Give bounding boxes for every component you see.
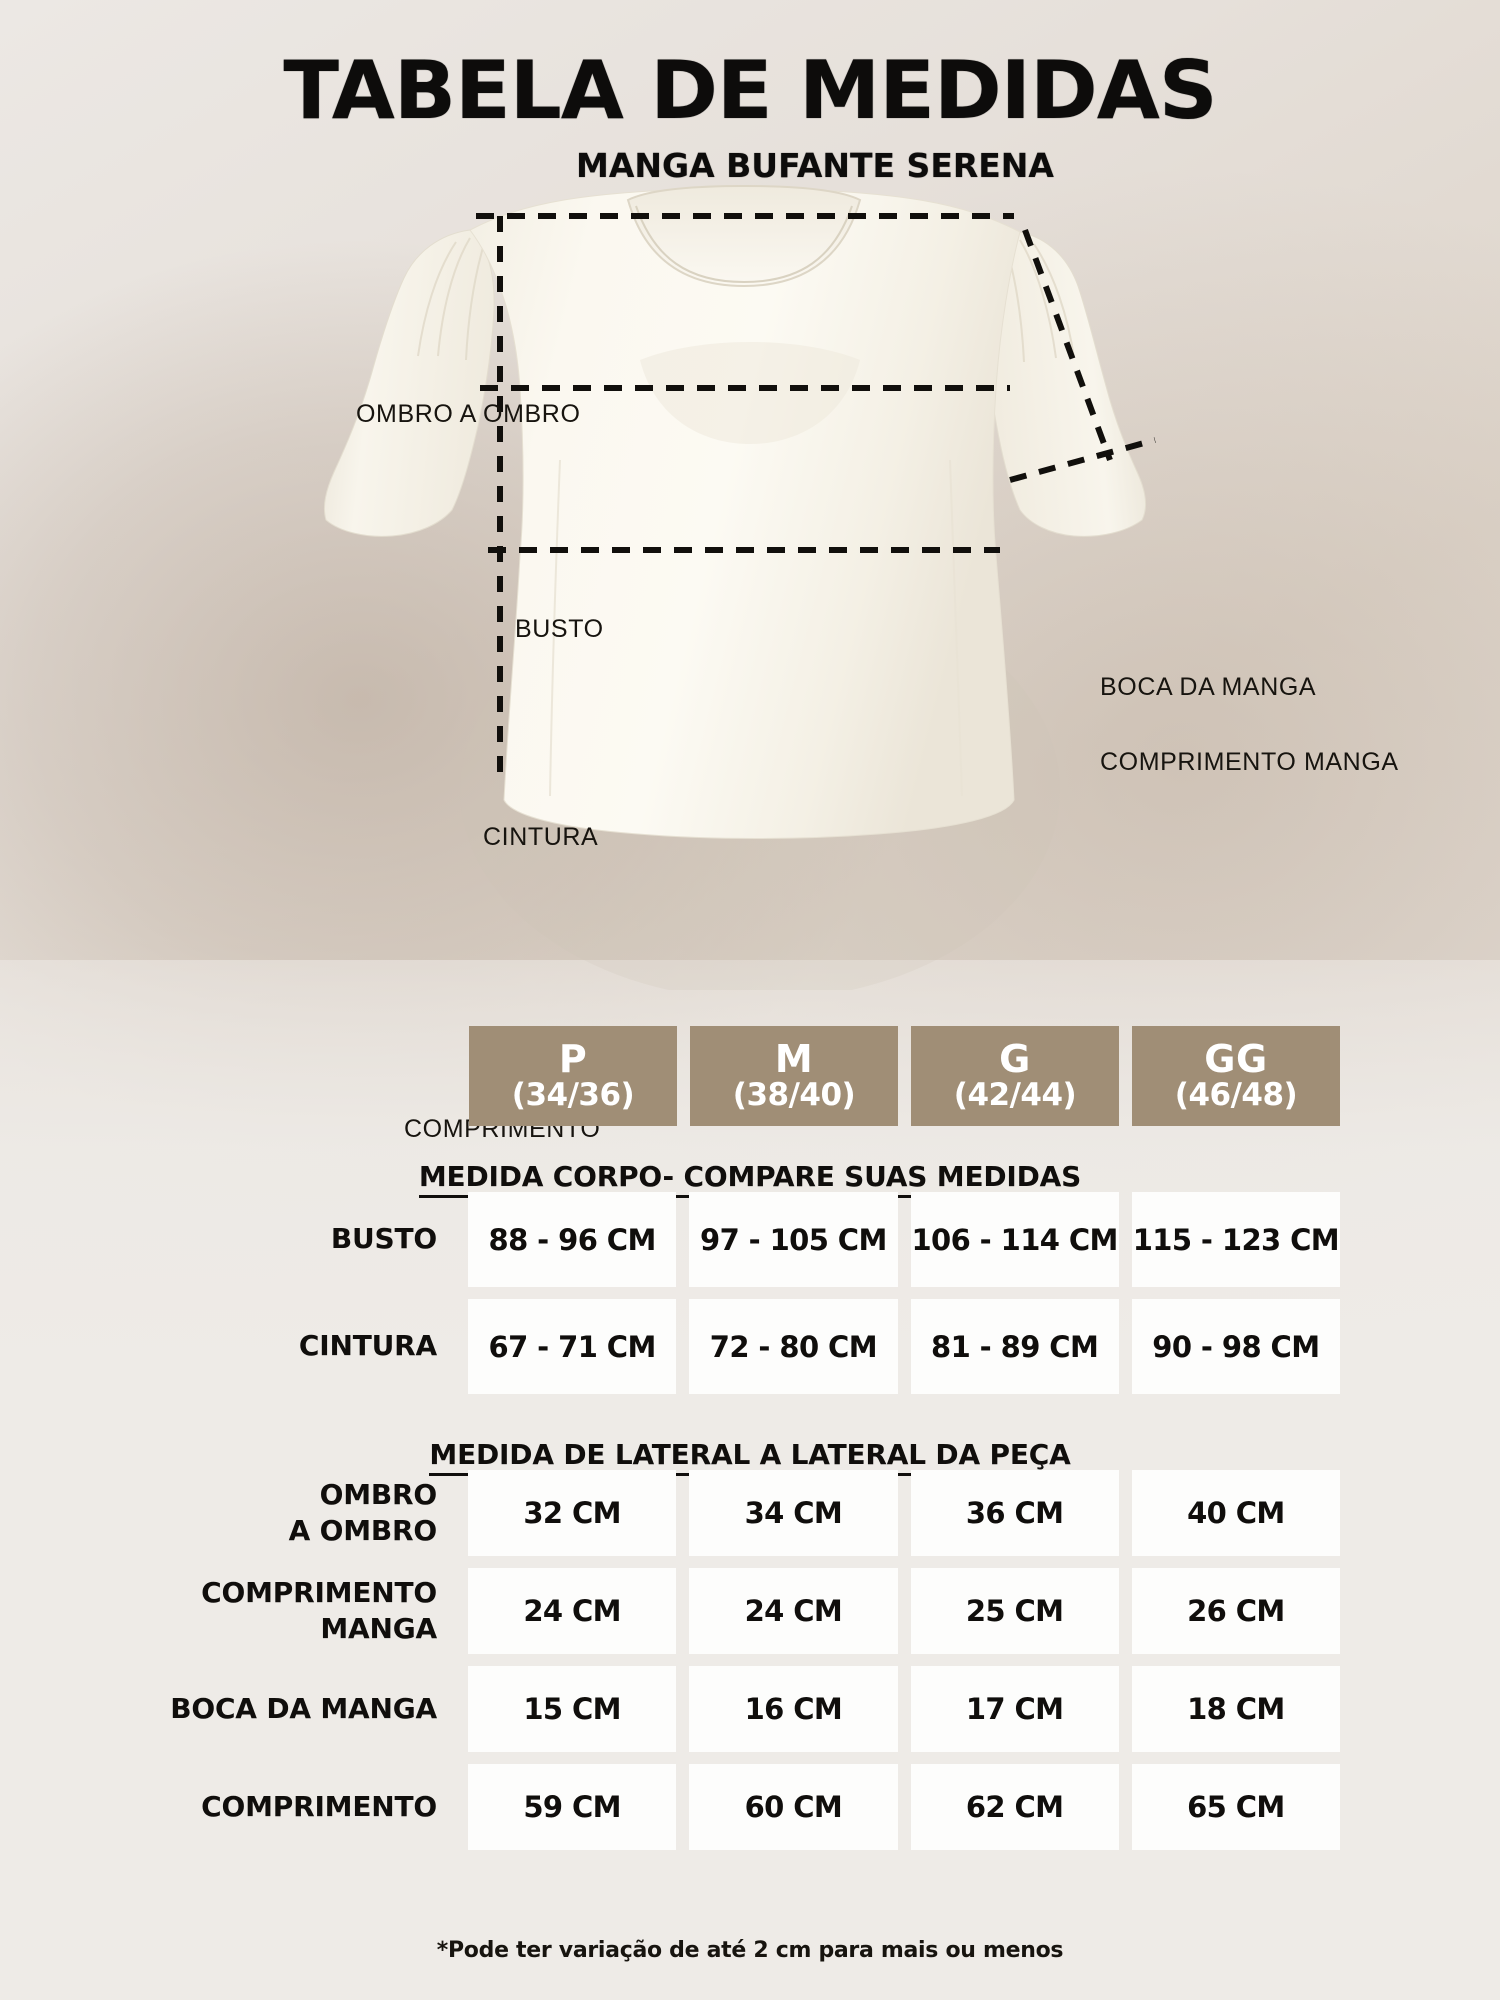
table-cell: 67 - 71 CM [468,1299,677,1394]
body-measurements-table: BUSTO 88 - 96 CM 97 - 105 CM 106 - 114 C… [150,1192,1340,1394]
left-sleeve [323,229,495,537]
footnote: *Pode ter variação de até 2 cm para mais… [436,1938,1064,1963]
table-cell: 36 CM [910,1470,1119,1556]
garment-measurements-table: OMBRO A OMBRO 32 CM 34 CM 36 CM 40 CM CO… [150,1470,1340,1850]
table-cell: 60 CM [689,1764,898,1850]
size-header-gg[interactable]: GG (46/48) [1132,1026,1340,1126]
table-cell: 40 CM [1131,1470,1340,1556]
table-cell: 106 - 114 CM [910,1192,1119,1287]
row-label-comprimento-manga: COMPRIMENTO MANGA [201,1575,437,1645]
size-header-m[interactable]: M (38/40) [690,1026,898,1126]
section-heading-body: MEDIDA CORPO- COMPARE SUAS MEDIDAS [0,1160,1500,1198]
table-cell: 72 - 80 CM [689,1299,898,1394]
size-letter: P [558,1036,588,1081]
table-cell: 25 CM [910,1568,1119,1654]
table-cell: 32 CM [468,1470,677,1556]
table-cell: 24 CM [689,1568,898,1654]
table-cell: 16 CM [689,1666,898,1752]
label-sleeve-opening: BOCA DA MANGA [1100,673,1317,701]
section-heading-garment: MEDIDA DE LATERAL A LATERAL DA PEÇA [0,1438,1500,1476]
size-range: (42/44) [953,1076,1077,1113]
body-fold-right [949,459,963,797]
sleeve-opening-line [1009,437,1156,483]
garment-body [469,187,1021,839]
row-label-busto: BUSTO [330,1222,437,1256]
table-cell: 18 CM [1131,1666,1340,1752]
row-label-cintura: CINTURA [298,1329,437,1363]
label-bust: BUSTO [515,615,604,643]
row-label-comprimento: COMPRIMENTO [201,1789,437,1823]
size-letter: G [999,1036,1031,1081]
page-subtitle: MANGA BUFANTE SERENA [576,146,1054,186]
table-cell: 17 CM [910,1666,1119,1752]
sleeve-length-line [1022,228,1113,462]
label-sleeve-length: COMPRIMENTO MANGA [1100,748,1399,776]
bust-shading [640,342,860,444]
table-cell: 59 CM [468,1764,677,1850]
section-heading-garment-text: MEDIDA DE LATERAL A LATERAL DA PEÇA [429,1438,1071,1476]
page-title: TABELA DE MEDIDAS [283,44,1217,137]
size-header-p[interactable]: P (34/36) [469,1026,677,1126]
collar-ribbing [635,205,853,284]
size-range: (34/36) [511,1076,635,1113]
table-cell: 81 - 89 CM [910,1299,1119,1394]
section-heading-body-text: MEDIDA CORPO- COMPARE SUAS MEDIDAS [418,1160,1081,1198]
table-cell: 26 CM [1131,1568,1340,1654]
body-fold-left [549,459,561,797]
size-letter: GG [1204,1036,1268,1081]
size-header-row: P (34/36) M (38/40) G (42/44) GG (46/48) [469,1026,1340,1126]
row-label-boca-da-manga: BOCA DA MANGA [170,1691,437,1725]
header-block: TABELA DE MEDIDAS MANGA BUFANTE SERENA [0,44,1500,186]
table-cell: 34 CM [689,1470,898,1556]
label-shoulder-to-shoulder: OMBRO A OMBRO [356,400,581,428]
table-cell: 90 - 98 CM [1131,1299,1340,1394]
table-cell: 24 CM [468,1568,677,1654]
left-sleeve-gather [417,237,485,361]
table-cell: 15 CM [468,1666,677,1752]
row-label-ombro-a-ombro: OMBRO A OMBRO [288,1477,438,1547]
size-range: (38/40) [732,1076,856,1113]
table-cell: 65 CM [1131,1764,1340,1850]
neckline [626,184,862,288]
label-waist: CINTURA [483,823,599,851]
table-cell: 97 - 105 CM [689,1192,898,1287]
garment-svg [323,184,1156,990]
table-cell: 62 CM [910,1764,1119,1850]
garment-illustration: OMBRO A OMBRO BUSTO CINTURA COMPRIMENTO … [0,160,1500,1143]
size-header-g[interactable]: G (42/44) [911,1026,1119,1126]
size-range: (46/48) [1174,1076,1298,1113]
size-letter: M [774,1036,814,1081]
table-cell: 88 - 96 CM [468,1192,677,1287]
table-cell: 115 - 123 CM [1131,1192,1340,1287]
